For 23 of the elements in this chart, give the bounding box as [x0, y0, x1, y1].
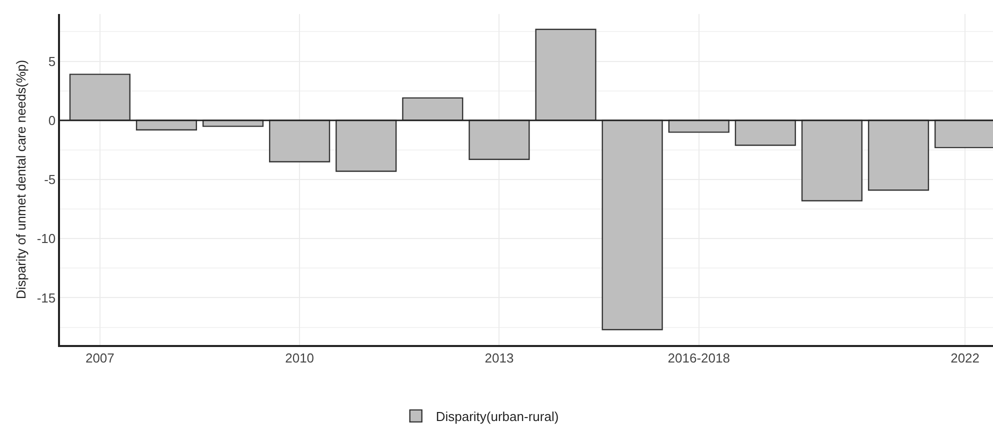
- x-tick-label: 2007: [85, 350, 114, 366]
- bar: [602, 120, 663, 330]
- bar: [402, 97, 464, 121]
- y-axis-title: Disparity of unmet dental care needs(%p): [13, 60, 28, 300]
- bar: [801, 120, 862, 202]
- bar: [336, 120, 397, 172]
- bar: [269, 120, 330, 162]
- bar: [535, 28, 596, 121]
- x-tick-label: 2016-2018: [668, 350, 730, 366]
- bar: [668, 120, 730, 133]
- x-tick-label: 2010: [285, 350, 314, 366]
- bar: [868, 120, 930, 191]
- y-tick-label: -5: [44, 172, 56, 188]
- x-tick-label: 2022: [950, 350, 980, 366]
- y-tick-label: 5: [48, 54, 56, 69]
- x-tick-label: 2013: [484, 350, 514, 366]
- legend-label: Disparity(urban-rural): [436, 409, 559, 424]
- bar: [468, 120, 530, 160]
- y-tick-label: 0: [48, 112, 56, 128]
- y-tick-label: -10: [36, 231, 56, 246]
- bar: [734, 120, 796, 146]
- bar: [69, 74, 130, 121]
- y-tick-label: -15: [36, 290, 56, 306]
